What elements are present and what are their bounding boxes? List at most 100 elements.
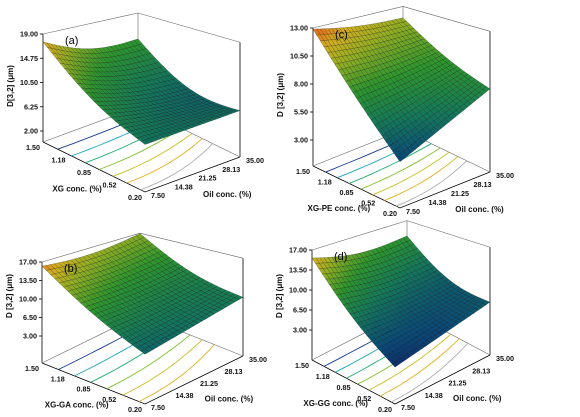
side-top-edge — [137, 12, 241, 43]
y-tick-label: 35.00 — [246, 156, 264, 165]
z-tick-label: 17.00 — [289, 246, 307, 255]
y-tick-label: 35.00 — [496, 171, 514, 180]
y-tick-label: 14.38 — [175, 182, 193, 191]
y-tick-label: 21.25 — [200, 379, 218, 388]
z-tick-label: 19.00 — [20, 30, 38, 39]
floor-front-edges — [311, 354, 491, 405]
z-axis-label: D [3,2] (μm) — [276, 73, 285, 117]
z-tick-label: 13.50 — [289, 266, 307, 275]
panel-d: 3.00 6.50 10.00 13.50 17.00 1.50 1.18 0.85 0.52 0… — [275, 220, 514, 414]
x-tick-label: 0.52 — [102, 395, 116, 404]
x-tick-label: 1.50 — [25, 364, 39, 373]
z-tick-label: 13.50 — [19, 276, 37, 285]
x-tick-label: 1.18 — [318, 178, 332, 187]
y-tick-label: 35.00 — [496, 354, 514, 363]
z-tick-label: 14.75 — [20, 54, 38, 63]
panel-c: 3.00 5.50 8.00 10.50 13.00 1.50 1.18 0.85 0.52 0.… — [276, 6, 514, 218]
x-tick-label: 0.52 — [103, 181, 117, 190]
z-tick-label: 13.00 — [290, 24, 308, 33]
y-tick-label: 35.00 — [249, 355, 267, 364]
z-axis-label: D [3,2] (μm) — [5, 274, 14, 318]
z-tick-label: 10.00 — [19, 295, 37, 304]
z-tick-label: 2.00 — [24, 127, 38, 136]
x-tick-label: 1.50 — [26, 143, 40, 152]
response-surface — [42, 38, 241, 145]
z-tick-label: 10.50 — [290, 52, 308, 61]
contour-line — [112, 133, 193, 177]
back-top-edge — [311, 220, 408, 251]
side-top-edge — [402, 6, 491, 32]
z-tick-label: 5.50 — [294, 108, 308, 117]
back-top-edge — [41, 232, 141, 263]
z-tick-label: 6.50 — [23, 313, 37, 322]
z-tick-label: 3.00 — [293, 326, 307, 335]
x-tick-label: 0.85 — [340, 188, 354, 197]
z-axis-label: D[3,2] (μm) — [6, 65, 15, 107]
x-tick-label: 0.52 — [357, 394, 371, 403]
contour-line — [391, 342, 469, 403]
x-axis-label: XG conc. (%) — [52, 185, 102, 194]
x-tick-label: 0.20 — [383, 209, 397, 218]
z-tick-label: 3.00 — [294, 136, 308, 145]
contour-line — [368, 333, 452, 391]
x-tick-label: 0.20 — [378, 405, 392, 414]
z-tick-label: 10.00 — [289, 286, 307, 295]
back-top-edge — [42, 12, 139, 35]
y-tick-label: 14.38 — [176, 391, 194, 400]
panel-b: 3.00 6.50 10.00 13.50 17.00 1.50 1.18 0.85 0.52 0… — [5, 232, 267, 414]
y-axis-label: Oil conc. (%) — [453, 394, 502, 403]
y-axis-label: Oil conc. (%) — [205, 395, 254, 404]
floor-front-edges — [312, 165, 491, 209]
y-tick-label: 28.13 — [225, 367, 243, 376]
x-tick-label: 1.18 — [51, 374, 65, 383]
contour-line — [122, 339, 203, 396]
x-tick-label: 0.85 — [77, 385, 91, 394]
x-axis-label: XG-GG conc. (%) — [303, 399, 368, 408]
x-axis-label: XG-GA conc. (%) — [45, 401, 109, 410]
y-tick-label: 21.25 — [199, 174, 217, 183]
y-tick-label: 21.25 — [451, 189, 469, 198]
x-tick-label: 1.18 — [52, 156, 66, 165]
panel-a: 2.00 6.25 10.50 14.75 19.00 1.50 1.18 0.85 0.52 0… — [6, 12, 264, 202]
contour-line — [348, 143, 432, 184]
y-tick-label: 7.50 — [151, 191, 165, 200]
panel-letter: (a) — [65, 35, 78, 47]
side-top-edge — [139, 232, 244, 259]
x-axis-label: XG-PE conc. (%) — [308, 204, 371, 213]
x-tick-label: 0.20 — [128, 405, 142, 414]
response-surface — [311, 235, 491, 368]
x-tick-label: 0.85 — [337, 383, 351, 392]
z-axis-label: D [3,2] (μm) — [275, 274, 284, 318]
back-top-edge — [312, 6, 404, 29]
floor-front-edges — [41, 355, 244, 405]
z-tick-label: 10.50 — [20, 78, 38, 87]
y-tick-label: 7.50 — [401, 403, 415, 412]
z-tick-label: 6.50 — [293, 306, 307, 315]
y-tick-label: 14.38 — [429, 198, 447, 207]
contour-line — [360, 147, 441, 190]
contour-line — [379, 338, 460, 397]
contour-line — [140, 143, 214, 191]
contour-line — [138, 344, 215, 403]
x-tick-label: 1.18 — [316, 372, 330, 381]
floor-front-edges — [42, 141, 241, 193]
response-surface — [312, 17, 491, 163]
x-tick-label: 0.20 — [128, 193, 142, 202]
x-tick-label: 0.52 — [361, 199, 375, 208]
contour-line — [395, 160, 468, 207]
y-tick-label: 28.13 — [472, 366, 490, 375]
contour-line — [106, 334, 191, 390]
x-tick-label: 1.50 — [295, 361, 309, 370]
y-axis-label: Oil conc. (%) — [455, 205, 504, 214]
z-tick-label: 6.25 — [24, 102, 38, 111]
z-tick-label: 3.00 — [23, 332, 37, 341]
y-tick-label: 28.13 — [474, 180, 492, 189]
x-tick-label: 1.50 — [296, 167, 310, 176]
contour-line — [372, 151, 450, 196]
y-axis-label: Oil conc. (%) — [203, 190, 252, 199]
response-surface — [41, 233, 244, 355]
y-tick-label: 7.50 — [406, 207, 420, 216]
panel-letter: (b) — [64, 263, 77, 275]
z-tick-label: 8.00 — [294, 80, 308, 89]
